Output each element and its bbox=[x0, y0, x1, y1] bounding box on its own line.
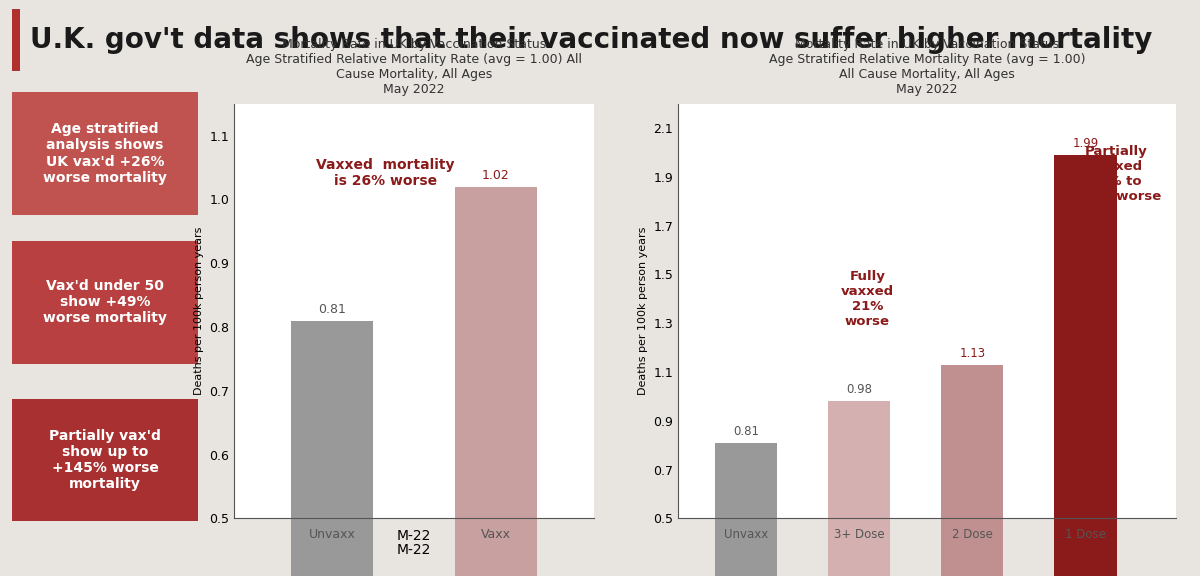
Text: 1 Dose: 1 Dose bbox=[1066, 528, 1106, 541]
Y-axis label: Deaths per 100k person years: Deaths per 100k person years bbox=[637, 227, 648, 395]
Text: Vaxx: Vaxx bbox=[481, 528, 511, 541]
FancyBboxPatch shape bbox=[12, 241, 198, 363]
Bar bbox=[292, 321, 373, 576]
Bar bbox=[715, 443, 778, 576]
Bar bbox=[455, 187, 536, 576]
Text: 1.02: 1.02 bbox=[482, 169, 510, 181]
Text: 3+ Dose: 3+ Dose bbox=[834, 528, 884, 541]
Text: Partially
vaxxed
39% to
145% worse: Partially vaxxed 39% to 145% worse bbox=[1072, 145, 1162, 203]
Text: Age stratified
analysis shows
UK vax'd +26%
worse mortality: Age stratified analysis shows UK vax'd +… bbox=[43, 122, 167, 185]
Y-axis label: Deaths per 100k person years: Deaths per 100k person years bbox=[193, 227, 204, 395]
Text: 0.98: 0.98 bbox=[846, 384, 872, 396]
Text: 1.13: 1.13 bbox=[959, 347, 985, 360]
Text: Unvaxx: Unvaxx bbox=[724, 528, 768, 541]
Text: Partially vax'd
show up to
+145% worse
mortality: Partially vax'd show up to +145% worse m… bbox=[49, 429, 161, 491]
Text: 1.99: 1.99 bbox=[1073, 137, 1098, 150]
Text: M-22: M-22 bbox=[397, 543, 431, 558]
Text: 2 Dose: 2 Dose bbox=[952, 528, 992, 541]
Bar bbox=[828, 401, 890, 576]
Text: 0.81: 0.81 bbox=[318, 302, 346, 316]
Text: Vaxxed  mortality
is 26% worse: Vaxxed mortality is 26% worse bbox=[316, 158, 455, 188]
Bar bbox=[941, 365, 1003, 576]
FancyBboxPatch shape bbox=[12, 9, 20, 71]
Text: Vax'd under 50
show +49%
worse mortality: Vax'd under 50 show +49% worse mortality bbox=[43, 279, 167, 325]
Title: Mortality Rate in UK by Vaccination Status
Age Stratified Relative Mortality Rat: Mortality Rate in UK by Vaccination Stat… bbox=[769, 37, 1085, 96]
Text: 0.81: 0.81 bbox=[733, 425, 758, 438]
FancyBboxPatch shape bbox=[12, 399, 198, 521]
Text: U.K. gov't data shows that their vaccinated now suffer higher mortality: U.K. gov't data shows that their vaccina… bbox=[30, 26, 1152, 54]
Title: Mortality Rate in UK by Vaccination Status
Age Stratified Relative Mortality Rat: Mortality Rate in UK by Vaccination Stat… bbox=[246, 37, 582, 96]
Text: Fully
vaxxed
21%
worse: Fully vaxxed 21% worse bbox=[841, 270, 894, 328]
Bar bbox=[1055, 155, 1116, 576]
FancyBboxPatch shape bbox=[12, 92, 198, 215]
X-axis label: M-22: M-22 bbox=[397, 529, 431, 543]
Text: Unvaxx: Unvaxx bbox=[308, 528, 355, 541]
